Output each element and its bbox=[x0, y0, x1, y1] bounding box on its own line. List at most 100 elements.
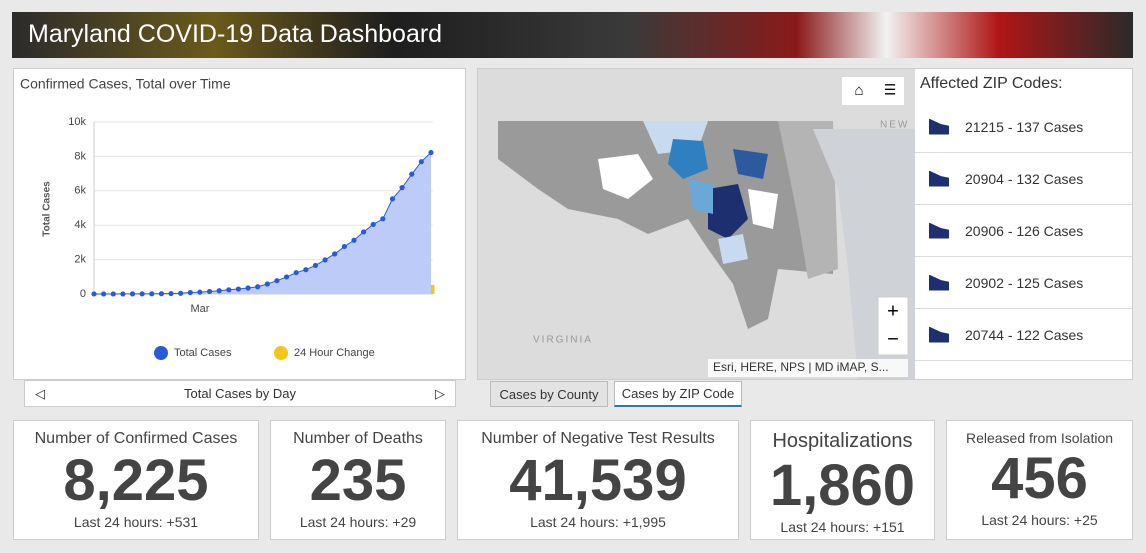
zip-item[interactable]: 20906 - 126 Cases bbox=[915, 205, 1132, 257]
zip-item[interactable]: 20744 - 122 Cases bbox=[915, 309, 1132, 361]
card-title: Number of Negative Test Results bbox=[481, 430, 715, 447]
zip-label: 21215 - 137 Cases bbox=[965, 118, 1084, 135]
legend-swatch bbox=[274, 346, 288, 360]
tab[interactable]: Cases by ZIP Code bbox=[614, 381, 742, 407]
point bbox=[206, 288, 213, 295]
zip-item[interactable]: 20706 - 120 Cases bbox=[915, 361, 1132, 380]
point bbox=[91, 291, 97, 297]
zip-icon bbox=[929, 274, 949, 291]
chart-panel: Confirmed Cases, Total over Time Total C… bbox=[13, 68, 466, 380]
point bbox=[303, 267, 309, 273]
x-tick-label: Mar bbox=[190, 303, 209, 315]
prev-button[interactable]: ◁ bbox=[35, 385, 45, 401]
y-tick-label: 2k bbox=[74, 254, 86, 266]
zip-icon bbox=[929, 118, 949, 135]
card-subtitle: Last 24 hours: +29 bbox=[299, 514, 417, 530]
home-button[interactable]: ⌂ bbox=[854, 82, 863, 99]
map-panel: NEW VIRGINIA ⌂ ☰ + − Esri, HERE, NPS | M… bbox=[477, 68, 1133, 380]
stat-card: Released from Isolation 456 Last 24 hours:… bbox=[946, 420, 1133, 540]
point bbox=[235, 286, 242, 292]
map-label: VIRGINIA bbox=[533, 335, 593, 346]
point bbox=[361, 229, 367, 235]
point bbox=[120, 291, 126, 297]
zip-label: 20706 - 120 Cases bbox=[965, 379, 1083, 380]
tab[interactable]: Cases by County bbox=[490, 381, 608, 407]
zip-label: 20904 - 132 Cases bbox=[965, 170, 1084, 187]
card-subtitle: Last 24 hours: +151 bbox=[780, 519, 905, 535]
y-axis-title: Total Cases bbox=[42, 181, 53, 237]
zip-label: 20744 - 122 Cases bbox=[965, 326, 1084, 343]
card-title: Released from Isolation bbox=[965, 430, 1114, 446]
point bbox=[399, 185, 405, 191]
point bbox=[178, 290, 184, 296]
point bbox=[351, 237, 357, 243]
dashboard-title: Maryland COVID-19 Data Dashboard bbox=[28, 20, 443, 48]
chart-title: Confirmed Cases, Total over Time bbox=[20, 76, 231, 92]
chart: Confirmed Cases, Total over Time Total C… bbox=[20, 76, 435, 360]
zip-icon bbox=[929, 326, 949, 343]
stat-card: Hospitalizations 1,860 Last 24 hours: +151 bbox=[750, 420, 935, 540]
point bbox=[428, 149, 434, 156]
map-label: NEW bbox=[880, 120, 909, 131]
point bbox=[255, 284, 261, 290]
point bbox=[274, 278, 280, 284]
zoom-in[interactable]: + bbox=[887, 300, 899, 322]
card-value: 456 bbox=[991, 446, 1088, 511]
zip-item[interactable]: 21215 - 137 Cases bbox=[915, 101, 1132, 153]
y-tick-label: 0 bbox=[80, 288, 86, 300]
card-subtitle: Last 24 hours: +25 bbox=[981, 512, 1098, 528]
card-subtitle: Last 24 hours: +531 bbox=[73, 514, 199, 530]
map-tools[interactable] bbox=[842, 77, 904, 105]
zoom-out[interactable]: − bbox=[887, 328, 899, 350]
legend-label: 24 Hour Change bbox=[294, 347, 375, 359]
banner: Maryland COVID-19 Data Dashboard bbox=[12, 12, 1133, 58]
next-button[interactable]: ▷ bbox=[435, 385, 445, 401]
area bbox=[94, 152, 431, 294]
card-title: Number of Confirmed Cases bbox=[34, 430, 238, 447]
point bbox=[283, 274, 290, 280]
point bbox=[380, 216, 386, 222]
zip-item[interactable]: 20902 - 125 Cases bbox=[915, 257, 1132, 309]
card-value: 41,539 bbox=[509, 448, 687, 513]
point bbox=[322, 257, 328, 263]
zip-icon bbox=[929, 170, 949, 187]
point bbox=[264, 281, 270, 287]
card-value: 235 bbox=[309, 448, 407, 513]
card-value: 1,860 bbox=[769, 453, 916, 518]
card-subtitle: Last 24 hours: +1,995 bbox=[530, 514, 666, 530]
point bbox=[129, 291, 136, 297]
zip-item[interactable]: 20904 - 132 Cases bbox=[915, 153, 1132, 205]
point bbox=[149, 291, 155, 297]
zip-icon bbox=[929, 378, 949, 379]
point bbox=[168, 290, 174, 297]
point bbox=[332, 251, 338, 257]
zip-icon bbox=[929, 222, 949, 239]
point bbox=[187, 289, 193, 296]
point bbox=[197, 289, 203, 295]
zip-panel: Affected ZIP Codes: 21215 - 137 Cases 209… bbox=[915, 69, 1132, 380]
y-tick-label: 6k bbox=[74, 185, 86, 197]
point bbox=[293, 270, 299, 276]
y-tick-label: 8k bbox=[74, 150, 86, 162]
zip-label: 20902 - 125 Cases bbox=[965, 274, 1084, 291]
legend-button[interactable]: ☰ bbox=[884, 82, 897, 98]
stat-card: Number of Negative Test Results 41,539 Las… bbox=[457, 420, 739, 540]
chart-footer: ◁ Total Cases by Day ▷ bbox=[24, 380, 456, 407]
card-title: Hospitalizations bbox=[772, 430, 913, 452]
stat-card: Number of Confirmed Cases 8,225 Last 24 ho… bbox=[13, 420, 259, 540]
point bbox=[418, 159, 424, 165]
point bbox=[409, 171, 415, 177]
point bbox=[101, 291, 107, 297]
stat-card: Number of Deaths 235 Last 24 hours: +29 bbox=[270, 420, 446, 540]
point bbox=[110, 291, 116, 297]
zoom-controls bbox=[877, 296, 909, 356]
chart-footer-label: Total Cases by Day bbox=[184, 386, 296, 401]
point bbox=[139, 291, 145, 297]
point bbox=[158, 291, 164, 297]
attribution: Esri, HERE, NPS | MD iMAP, S... bbox=[713, 360, 889, 374]
card-title: Number of Deaths bbox=[293, 430, 423, 447]
y-tick-label: 10k bbox=[68, 116, 86, 128]
y-tick-label: 4k bbox=[74, 219, 86, 231]
legend-swatch bbox=[154, 346, 168, 360]
point bbox=[341, 243, 347, 250]
